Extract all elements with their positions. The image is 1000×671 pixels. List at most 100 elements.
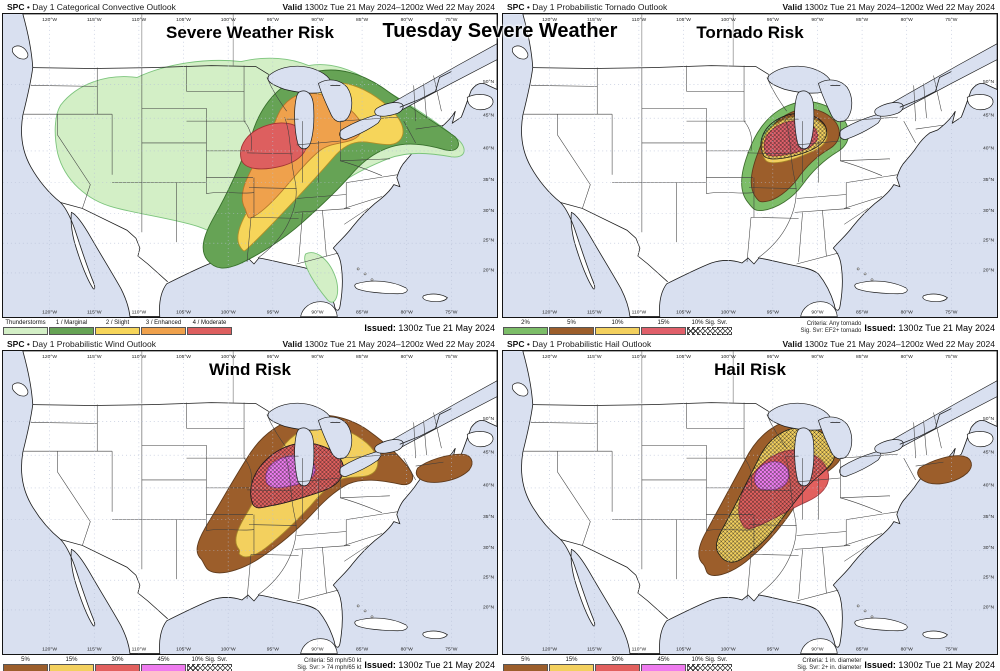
valid-word: Valid <box>782 338 803 349</box>
lon-label-top: 75°W <box>445 17 457 23</box>
product-label: SPC • Day 1 Probabilistic Hail Outlook <box>507 339 651 349</box>
lon-label-top: 100°W <box>221 354 236 360</box>
legend-item: 10% Sig. Svr. <box>687 657 732 671</box>
panel-tornado: SPC • Day 1 Probabilistic Tornado Outloo… <box>500 0 1000 337</box>
criteria-line: Criteria: 1 in. diameter <box>802 657 862 664</box>
lon-label-top: 75°W <box>945 354 957 360</box>
lon-label-top: 85°W <box>856 17 868 23</box>
legend-hail: 5% 15% 30% 45% 10% Sig. Svr. <box>503 657 733 671</box>
criteria-text: Criteria: 1 in. diameter Sig. Svr: 2+ in.… <box>797 658 861 671</box>
lon-label-top: 85°W <box>356 354 368 360</box>
agency-label: SPC <box>7 1 25 12</box>
lon-label-top: 100°W <box>721 17 736 23</box>
separator: • <box>526 338 530 349</box>
legend-item: 30% <box>95 657 140 671</box>
criteria-text: Criteria: 58 mph/50 kt Sig. Svr: > 74 mph… <box>297 658 361 671</box>
lon-label-top: 90°W <box>311 354 323 360</box>
lon-label-top: 120°W <box>42 354 57 360</box>
valid-word: Valid <box>282 338 303 349</box>
legend-label: 4 / Moderate <box>192 320 227 327</box>
lat-label: 45°N <box>983 450 994 456</box>
lon-label-top: 115°W <box>87 17 102 23</box>
product-name: Day 1 Probabilistic Wind Outlook <box>32 338 156 349</box>
lon-label-bottom: 120°W <box>542 310 557 316</box>
lon-label-bottom: 115°W <box>587 647 602 653</box>
legend-label: 10% <box>611 320 624 327</box>
panel-footer: 2% 5% 10% 15% 10% Sig. Svr. Criteria: Any to… <box>500 318 1000 337</box>
legend-swatch <box>503 327 548 336</box>
lat-label: 25°N <box>483 238 494 244</box>
lon-label-top: 95°W <box>267 17 279 23</box>
legend-item: 45% <box>141 657 186 671</box>
product-name: Day 1 Probabilistic Hail Outlook <box>532 338 652 349</box>
legend-swatch <box>549 664 594 671</box>
lon-label-bottom: 75°W <box>445 310 457 316</box>
lon-label-bottom: 100°W <box>221 310 236 316</box>
lon-label-top: 90°W <box>811 354 823 360</box>
criteria-line: Sig. Svr: > 74 mph/65 kt <box>297 664 362 671</box>
lon-label-top: 105°W <box>676 354 691 360</box>
valid-label: Valid 1300z Tue 21 May 2024–1200z Wed 22… <box>782 339 995 349</box>
valid-range: 1300z Tue 21 May 2024–1200z Wed 22 May 2… <box>304 1 495 12</box>
legend-swatch <box>595 327 640 336</box>
lat-label: 40°N <box>983 145 994 151</box>
legend-label: 45% <box>657 657 670 664</box>
lon-label-bottom: 95°W <box>267 647 279 653</box>
legend-item: 15% <box>49 657 94 671</box>
lon-label-top: 100°W <box>721 354 736 360</box>
criteria-line: Sig. Svr: EF2+ tornado <box>800 327 862 334</box>
product-label: SPC • Day 1 Probabilistic Wind Outlook <box>7 339 156 349</box>
legend-label: 5% <box>521 657 530 664</box>
legend-label: 15% <box>565 657 578 664</box>
lon-label-bottom: 95°W <box>767 647 779 653</box>
panel-categorical: SPC • Day 1 Categorical Convective Outlo… <box>0 0 500 337</box>
lon-label-bottom: 110°W <box>132 310 147 316</box>
legend-tornado: 2% 5% 10% 15% 10% Sig. Svr. <box>503 320 733 336</box>
agency-label: SPC <box>507 1 525 12</box>
lat-label: 20°N <box>483 604 494 610</box>
lat-label: 35°N <box>483 177 494 183</box>
valid-range: 1300z Tue 21 May 2024–1200z Wed 22 May 2… <box>304 338 495 349</box>
legend-swatch <box>503 664 548 671</box>
legend-label: 30% <box>611 657 624 664</box>
lon-label-top: 120°W <box>542 354 557 360</box>
lat-label: 45°N <box>983 113 994 119</box>
lon-label-bottom: 105°W <box>676 310 691 316</box>
lon-label-top: 75°W <box>945 17 957 23</box>
legend-swatch <box>641 327 686 336</box>
map-tornado: 120°W 120°W 115°W 115°W 110°W 110°W 105°W 105°W… <box>503 14 997 317</box>
panel-header: SPC • Day 1 Categorical Convective Outlo… <box>0 0 500 13</box>
issued-date: 1300z Tue 21 May 2024 <box>898 659 995 670</box>
lat-label: 20°N <box>983 604 994 610</box>
map-wrap-wind: 120°W 120°W 115°W 115°W 110°W 110°W 105°W 105°W… <box>2 350 498 655</box>
legend-item: 2% <box>503 320 548 336</box>
issued-text: Issued: 1300z Tue 21 May 2024 <box>364 660 495 670</box>
lon-label-bottom: 90°W <box>811 310 823 316</box>
legend-item: 4 / Moderate <box>187 320 232 336</box>
panel-footer: 5% 15% 30% 45% 10% Sig. Svr. Criteria: 58 mp… <box>0 655 500 671</box>
lon-label-bottom: 85°W <box>356 647 368 653</box>
valid-range: 1300z Tue 21 May 2024–1200z Wed 22 May 2… <box>804 338 995 349</box>
lon-label-top: 110°W <box>632 17 647 23</box>
lon-label-top: 105°W <box>176 354 191 360</box>
lat-label: 25°N <box>983 575 994 581</box>
legend-item: 5% <box>549 320 594 336</box>
agency-label: SPC <box>7 338 25 349</box>
lon-label-bottom: 80°W <box>901 647 913 653</box>
separator: • <box>26 1 30 12</box>
legend-label: 45% <box>157 657 170 664</box>
legend-swatch <box>549 327 594 336</box>
lon-label-top: 80°W <box>401 354 413 360</box>
lon-label-bottom: 105°W <box>176 310 191 316</box>
panel-header: SPC • Day 1 Probabilistic Wind Outlook V… <box>0 337 500 350</box>
legend-item: 5% <box>3 657 48 671</box>
legend-swatch <box>95 664 140 671</box>
separator: • <box>526 1 530 12</box>
lon-label-top: 100°W <box>221 17 236 23</box>
lon-label-top: 105°W <box>676 17 691 23</box>
legend-label: 3 / Enhanced <box>145 320 182 327</box>
issued-word: Issued: <box>364 322 396 333</box>
product-name: Day 1 Categorical Convective Outlook <box>32 1 176 12</box>
criteria-line: Sig. Svr: 2+ in. diameter <box>797 664 862 671</box>
issued-text: Issued: 1300z Tue 21 May 2024 <box>864 660 995 670</box>
